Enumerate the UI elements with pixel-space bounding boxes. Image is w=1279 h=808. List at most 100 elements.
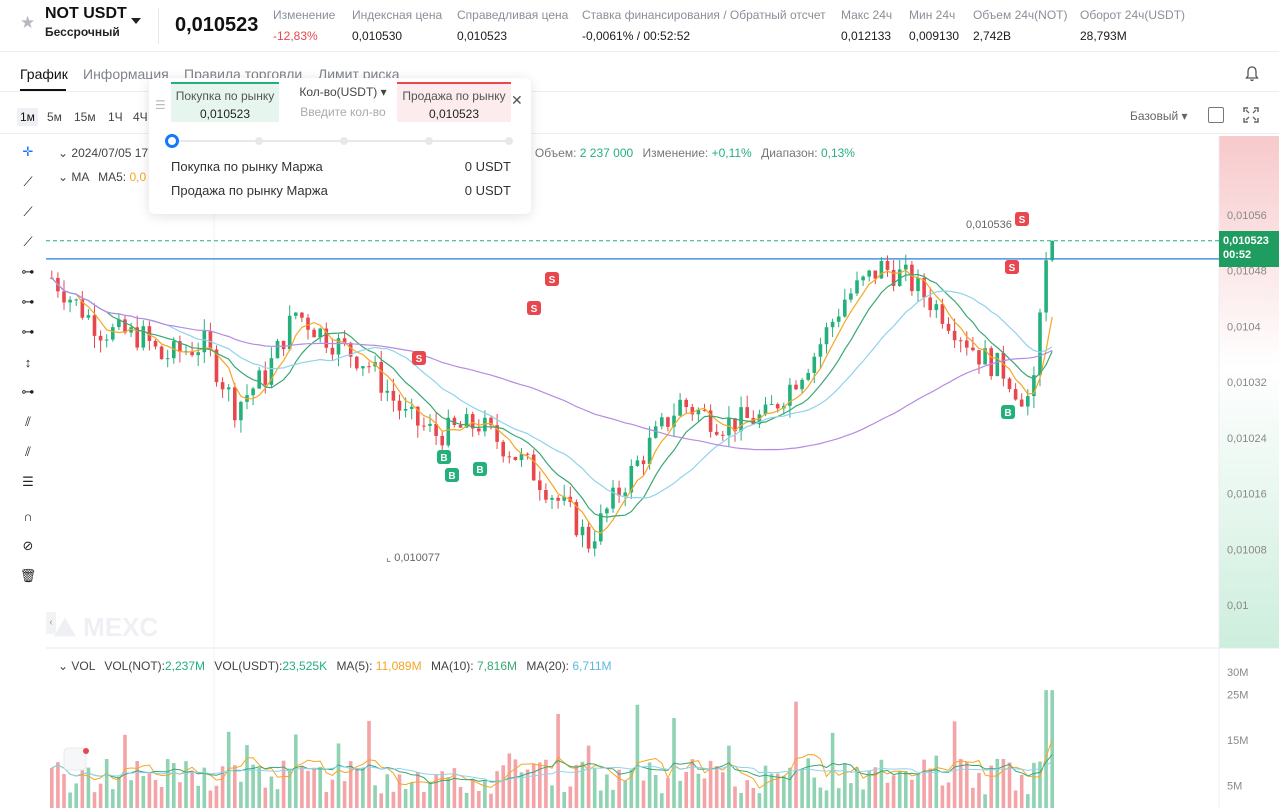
quantity-slider[interactable] bbox=[165, 134, 513, 148]
collapse-sidebar-handle[interactable]: ‹ bbox=[46, 612, 56, 634]
volume-bar bbox=[855, 767, 859, 808]
candle bbox=[342, 338, 347, 343]
candle bbox=[855, 280, 859, 294]
volume-bar bbox=[544, 759, 548, 808]
candle bbox=[934, 304, 939, 311]
volume-bar bbox=[538, 762, 542, 808]
candle bbox=[592, 541, 597, 549]
horizontal-segment-icon[interactable]: ⊶ bbox=[21, 324, 35, 339]
divider bbox=[158, 8, 159, 44]
candlestick-chart[interactable]: 0,01056 0,01048 0,0104 0,01032 0,01024 0,0101… bbox=[46, 136, 1279, 808]
layout-icon[interactable] bbox=[1208, 107, 1224, 123]
stat-funding-rate[interactable]: Ставка финансирования / Обратный отсчет -… bbox=[582, 8, 826, 43]
tab-info[interactable]: Информация bbox=[83, 66, 169, 82]
signal-label: B bbox=[448, 471, 455, 482]
parallel-channel-icon[interactable]: ⫽ bbox=[25, 414, 31, 429]
quantity-input[interactable]: Кол-во(USDT) ▾ Введите кол-во bbox=[299, 85, 387, 119]
bell-icon[interactable] bbox=[1245, 66, 1259, 82]
trash-icon[interactable]: 🗑 bbox=[19, 568, 37, 583]
favorite-star-icon[interactable]: ★ bbox=[20, 13, 36, 32]
volume-bar bbox=[458, 786, 463, 808]
candle bbox=[153, 340, 158, 347]
caret-down-icon[interactable] bbox=[131, 18, 141, 24]
volume-bar bbox=[684, 771, 688, 808]
drag-handle-icon[interactable]: ☰ bbox=[155, 98, 166, 112]
horizontal-ray-icon[interactable]: ⊶ bbox=[21, 294, 35, 309]
volume-bar bbox=[123, 734, 127, 808]
volume-bar bbox=[428, 781, 432, 808]
magnet-icon[interactable]: ∩ bbox=[23, 508, 33, 524]
candle bbox=[287, 315, 292, 350]
ray-icon[interactable]: ⟋ bbox=[23, 204, 33, 219]
timeframe-1m[interactable]: 1м bbox=[17, 108, 38, 126]
candle bbox=[1026, 396, 1030, 407]
timeframe-5m[interactable]: 5м bbox=[47, 110, 62, 124]
timeframe-1h[interactable]: 1Ч bbox=[108, 110, 123, 124]
volume-bar bbox=[849, 783, 853, 808]
candle bbox=[836, 316, 841, 322]
crosshair-icon[interactable]: ✛ bbox=[22, 144, 34, 159]
volume-bar bbox=[391, 791, 396, 808]
volume-bar bbox=[434, 773, 438, 808]
pattern-icon[interactable]: ⫽ bbox=[25, 444, 31, 459]
candle bbox=[348, 342, 353, 357]
close-icon[interactable]: ✕ bbox=[511, 92, 523, 108]
volume-bar bbox=[495, 771, 499, 808]
candle bbox=[830, 321, 835, 328]
signal-label: S bbox=[549, 275, 556, 286]
candle bbox=[721, 434, 725, 436]
hide-drawings-icon[interactable]: ⊘ bbox=[22, 538, 34, 553]
market-buy-button[interactable]: Покупка по рынку 0,010523 bbox=[171, 82, 279, 122]
volume-bar bbox=[721, 772, 725, 808]
volume-bar bbox=[788, 767, 792, 808]
market-sell-button[interactable]: Продажа по рынку 0,010523 bbox=[397, 82, 511, 122]
horizontal-line-icon[interactable]: ⊶ bbox=[21, 264, 35, 279]
buy-signal-marker bbox=[437, 450, 451, 464]
trend-line-icon[interactable]: ⟋ bbox=[23, 174, 33, 189]
volume-bar bbox=[592, 768, 597, 808]
candle bbox=[74, 299, 78, 301]
volume-bar bbox=[80, 762, 85, 808]
candle bbox=[739, 407, 743, 432]
vertical-line-icon[interactable]: ↕ bbox=[24, 354, 32, 370]
volume-bar bbox=[714, 766, 719, 808]
candle bbox=[440, 435, 444, 446]
candle bbox=[818, 344, 823, 357]
candle bbox=[562, 496, 566, 501]
candle bbox=[300, 312, 304, 318]
fibonacci-icon[interactable]: ☰ bbox=[22, 474, 34, 489]
stat-low-24h: Мин 24ч 0,009130 bbox=[909, 8, 960, 43]
volume-bar bbox=[1050, 690, 1054, 808]
candle bbox=[184, 351, 188, 353]
volume-bar bbox=[653, 774, 658, 808]
volume-bar bbox=[531, 764, 536, 808]
signal-label: B bbox=[476, 465, 483, 476]
volume-bar bbox=[873, 767, 878, 808]
candle bbox=[208, 330, 213, 350]
candle bbox=[617, 487, 621, 496]
timeframe-4h[interactable]: 4Ч bbox=[133, 110, 148, 124]
slider-handle[interactable] bbox=[165, 134, 179, 148]
extended-line-icon[interactable]: ⟋ bbox=[23, 234, 33, 249]
fullscreen-icon[interactable] bbox=[1243, 107, 1259, 123]
candle bbox=[788, 384, 792, 406]
volume-bar bbox=[611, 789, 615, 808]
volume-bar bbox=[74, 783, 78, 808]
timeframe-15m[interactable]: 15м bbox=[74, 110, 96, 124]
candle bbox=[641, 460, 646, 465]
candle bbox=[257, 370, 261, 389]
chart-mode-select[interactable]: Базовый ▾ bbox=[1130, 109, 1188, 123]
tab-chart[interactable]: График bbox=[20, 66, 68, 82]
volume-bar bbox=[910, 779, 914, 808]
volume-bar bbox=[940, 785, 945, 808]
volume-bar bbox=[885, 782, 890, 808]
volume-bar bbox=[843, 763, 847, 808]
volume-bar bbox=[1007, 762, 1012, 808]
volume-bar bbox=[470, 778, 475, 808]
stat-turnover-24h: Оборот 24ч(USDT) 28,793M bbox=[1080, 8, 1186, 43]
price-line-icon[interactable]: ⊶ bbox=[21, 384, 35, 399]
candle bbox=[452, 417, 457, 425]
pair-selector[interactable]: NOT USDT Бессрочный bbox=[45, 5, 127, 39]
quick-trade-popup: ☰ Покупка по рынку 0,010523 Кол-во(USDT)… bbox=[149, 78, 531, 214]
volume-bar bbox=[934, 755, 939, 808]
